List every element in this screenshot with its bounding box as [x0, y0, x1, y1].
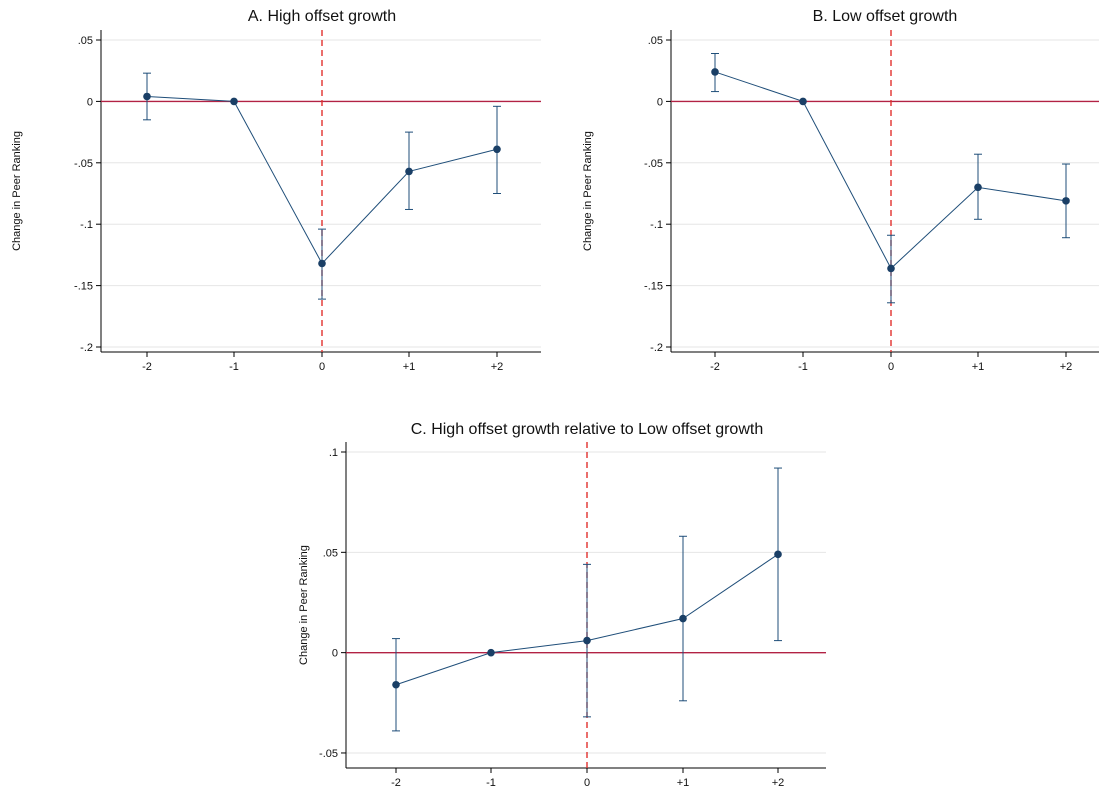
x-tick-label: -1: [229, 361, 239, 373]
y-tick-label: -.1: [80, 219, 93, 231]
x-tick-label: -2: [142, 361, 152, 373]
x-tick-label: -1: [486, 777, 496, 789]
y-tick-label: 0: [332, 648, 338, 660]
x-tick-label: -2: [391, 777, 401, 789]
y-tick-label: .05: [648, 35, 663, 47]
data-point: [774, 550, 782, 559]
y-tick-label: .05: [323, 547, 338, 559]
data-point: [799, 97, 807, 106]
data-point: [711, 68, 719, 76]
y-tick-label: -.1: [650, 219, 663, 231]
x-tick-label: +1: [972, 361, 985, 373]
data-point: [487, 648, 495, 657]
chart-title: B. Low offset growth: [813, 8, 958, 25]
data-point: [1062, 197, 1070, 205]
data-point: [405, 167, 413, 176]
y-tick-label: -.2: [650, 342, 663, 354]
y-tick-label: -.05: [74, 158, 93, 170]
x-tick-label: +1: [403, 361, 416, 373]
data-point: [230, 97, 238, 106]
data-point: [583, 636, 591, 645]
data-point: [887, 264, 895, 273]
y-axis-label: Change in Peer Ranking: [582, 131, 594, 251]
x-tick-label: 0: [584, 777, 590, 789]
y-tick-label: 0: [657, 96, 663, 108]
x-tick-label: +2: [1060, 361, 1073, 373]
chart-title: C. High offset growth relative to Low of…: [411, 421, 763, 438]
x-tick-label: +2: [491, 361, 504, 373]
chart-title: A. High offset growth: [248, 8, 396, 25]
x-tick-label: -2: [710, 361, 720, 373]
x-tick-label: +1: [677, 777, 690, 789]
y-tick-label: -.15: [74, 281, 93, 293]
chart-panel-3: .1 .05 0 -.05 -2 -1 0 +1 +2 C. High offset growth…: [298, 421, 826, 789]
data-point: [392, 680, 400, 689]
x-tick-label: -1: [798, 361, 808, 373]
y-axis-label: Change in Peer Ranking: [298, 545, 310, 665]
y-tick-label: -.05: [319, 748, 338, 760]
x-tick-label: 0: [888, 361, 894, 373]
x-tick-label: +2: [772, 777, 785, 789]
data-point: [493, 145, 501, 154]
y-tick-label: .1: [329, 447, 338, 459]
y-tick-label: -.2: [80, 342, 93, 354]
y-tick-label: .05: [78, 35, 93, 47]
x-tick-label: 0: [319, 361, 325, 373]
data-point: [679, 614, 687, 623]
y-tick-label: 0: [87, 96, 93, 108]
data-point: [318, 259, 326, 268]
chart-panel-1: .05 0 -.05 -.1 -.15 -.2 -2 -1 0 +1 +2 A. High offse…: [11, 8, 541, 373]
y-axis-label: Change in Peer Ranking: [11, 131, 23, 251]
data-point: [974, 183, 982, 192]
y-tick-label: -.15: [644, 281, 663, 293]
data-point: [143, 92, 151, 101]
chart-panel-2: .05 0 -.05 -.1 -.15 -.2 -2 -1 0 +1 +2 B. Low offset…: [582, 8, 1099, 373]
y-tick-label: -.05: [644, 158, 663, 170]
